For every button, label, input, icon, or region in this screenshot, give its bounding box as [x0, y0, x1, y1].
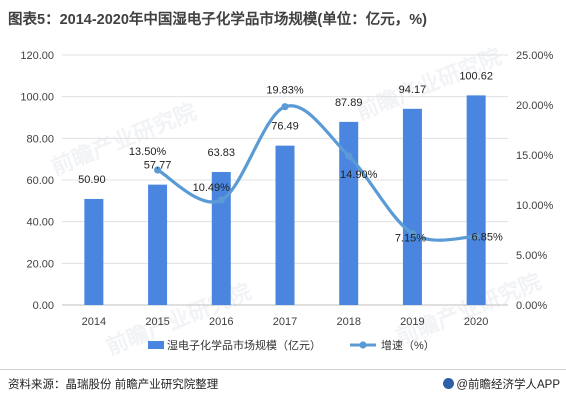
bar-label: 57.77: [144, 160, 172, 172]
y-left-tick: 40.00: [26, 217, 54, 229]
line-label: 14.90%: [340, 169, 378, 181]
y-axis-left: 0.00 20.00 40.00 60.00 80.00 100.00 120.00: [20, 50, 54, 312]
source-note: 资料来源：晶瑞股份 前瞻产业研究院整理: [8, 379, 219, 391]
x-tick: 2020: [464, 316, 488, 328]
bar-label: 63.83: [208, 147, 236, 159]
bar-data-labels: 50.90 57.77 63.83 76.49 87.89 94.17 100.62: [78, 70, 493, 186]
legend-label-line: 增速（%）: [381, 338, 435, 352]
bar-label: 76.49: [271, 121, 299, 133]
chart-title: 图表5：2014-2020年中国湿电子化学品市场规模(单位：亿元，%): [8, 12, 427, 28]
watermark-text: 前瞻产业研究院: [48, 99, 200, 180]
growth-point-2016: [217, 196, 225, 204]
bar-label: 87.89: [335, 97, 363, 109]
line-label: 10.49%: [193, 182, 231, 194]
y-left-tick: 0.00: [33, 300, 54, 312]
line-series: [153, 103, 480, 242]
brand-text: @前瞻经济学人APP: [456, 379, 560, 391]
x-tick: 2018: [336, 316, 360, 328]
y-right-tick: 15.00%: [516, 150, 554, 162]
growth-point-2017: [281, 103, 289, 111]
line-label: 7.15%: [395, 233, 426, 245]
x-axis: 2014 2015 2016 2017 2018 2019 2020: [82, 316, 489, 328]
y-left-tick: 60.00: [26, 175, 54, 187]
brand-credit: @前瞻经济学人APP: [443, 376, 560, 392]
x-tick: 2019: [400, 316, 424, 328]
legend-swatch-bar: [148, 341, 164, 349]
y-right-tick: 0.00%: [516, 300, 547, 312]
x-tick: 2017: [273, 316, 297, 328]
brand-logo-icon: [443, 378, 455, 389]
bar-label: 94.17: [399, 84, 427, 96]
bar-2018: [339, 121, 359, 305]
y-right-tick: 5.00%: [516, 250, 547, 262]
x-tick: 2014: [82, 316, 106, 328]
bar-2019: [402, 108, 422, 305]
legend: 湿电子化学品市场规模（亿元） 增速（%）: [148, 338, 435, 352]
y-right-tick: 25.00%: [516, 50, 554, 62]
footer-divider: [0, 369, 566, 370]
growth-point-2019: [408, 229, 417, 238]
bar-label: 50.90: [78, 174, 106, 186]
y-left-tick: 80.00: [26, 133, 54, 145]
y-left-tick: 100.00: [20, 92, 54, 104]
growth-point-2015: [153, 166, 162, 174]
x-tick: 2015: [145, 316, 169, 328]
growth-point-2020: [472, 232, 480, 241]
bar-2020: [466, 95, 486, 305]
line-data-labels: 13.50% 10.49% 19.83% 14.90% 7.15% 6.85%: [129, 85, 503, 245]
y-right-tick: 10.00%: [516, 200, 554, 212]
x-tick: 2016: [209, 316, 233, 328]
bar-series: [84, 95, 486, 305]
legend-swatch-marker: [359, 341, 367, 349]
line-label: 13.50%: [129, 146, 167, 158]
y-left-tick: 20.00: [26, 258, 54, 270]
y-right-tick: 20.00%: [516, 100, 554, 112]
growth-line: [155, 104, 478, 242]
growth-point-2018: [345, 152, 353, 160]
y-left-tick: 120.00: [20, 50, 54, 62]
bar-2017: [275, 145, 295, 305]
bar-2014: [84, 198, 104, 305]
bar-label: 100.62: [459, 70, 493, 82]
legend-label-bar: 湿电子化学品市场规模（亿元）: [167, 338, 321, 352]
bar-2015: [148, 184, 168, 305]
line-label: 19.83%: [266, 85, 304, 97]
y-axis-right: 0.00% 5.00% 10.00% 15.00% 20.00% 25.00%: [516, 50, 554, 312]
bar-2016: [211, 172, 231, 305]
line-label: 6.85%: [472, 232, 503, 244]
